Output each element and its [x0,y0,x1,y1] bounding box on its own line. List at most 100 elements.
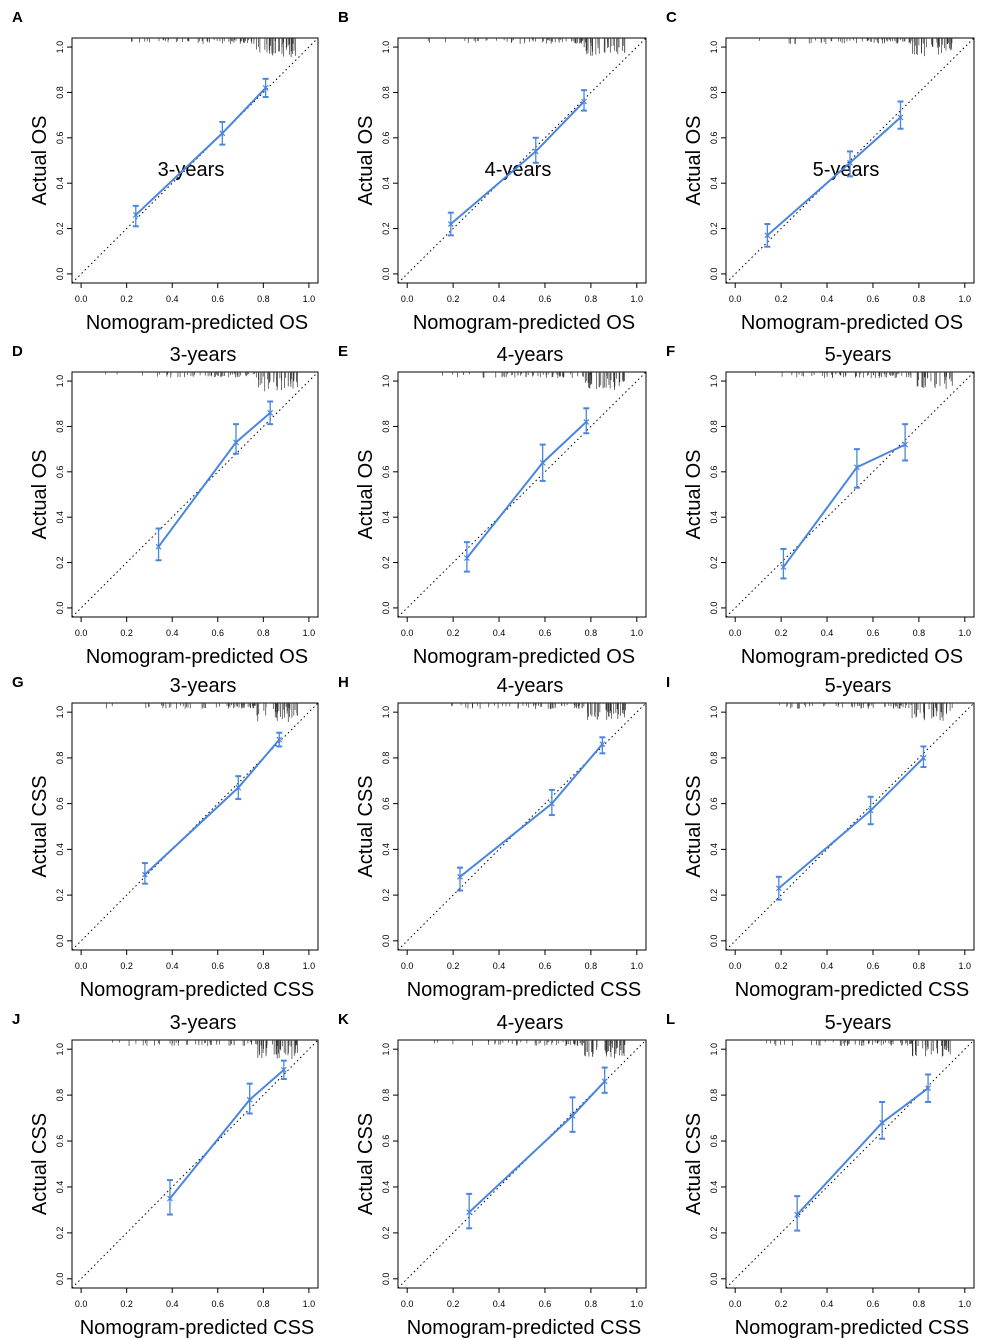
x-tick-label: 1.0 [631,628,644,638]
x-axis-label: Nomogram-predicted OS [413,646,635,668]
y-tick-label: 0.8 [55,420,65,433]
y-axis-label: Actual CSS [683,775,705,877]
data-point [920,754,927,761]
x-tick-label: 0.0 [729,1299,742,1309]
y-tick-label: 0.6 [381,132,391,145]
x-tick-label: 0.8 [913,961,926,971]
chart-title: 4-years [497,1012,564,1034]
series-calibration [457,736,606,892]
x-tick-label: 0.8 [913,294,926,304]
series-calibration [155,400,274,562]
y-tick-label: 0.8 [55,752,65,765]
x-tick-label: 0.6 [539,961,552,971]
panel-letter: J [12,1011,20,1028]
panel-letter: L [666,1011,675,1028]
x-tick-label: 0.6 [867,294,880,304]
data-point [463,555,470,561]
chart-title: 3-years [170,1012,237,1034]
panel-letter: D [12,343,23,360]
rug-marks [755,372,953,389]
chart-title: 4-years [497,344,564,366]
y-tick-label: 0.0 [709,602,719,615]
series-calibration [132,77,269,228]
x-axis-label: Nomogram-predicted OS [86,312,308,334]
y-tick-label: 0.4 [55,1181,65,1194]
data-point [599,741,606,748]
data-point [167,1195,173,1202]
y-tick-label: 1.0 [55,1043,65,1056]
x-tick-label: 0.8 [585,961,598,971]
y-tick-label: 1.0 [381,375,391,388]
y-tick-label: 0.2 [55,222,65,235]
y-tick-label: 0.8 [381,1089,391,1102]
panel-a: A 0.0 0.2 0.4 0.6 0.8 1.0 0.0 0.2 0.4 0.6 0.8 1.0 Nom… [12,9,319,334]
y-tick-label: 0.4 [709,177,719,190]
x-tick-label: 0.8 [257,1299,270,1309]
y-tick-label: 0.2 [381,222,391,235]
data-point [775,885,782,892]
plot-frame [71,37,319,284]
y-tick-label: 0.0 [381,268,391,281]
panel-d: D 0.0 0.2 0.4 0.6 0.8 1.0 0.0 0.2 0.4 0.6 0.8 1.0 Nom… [12,343,319,668]
ideal-diagonal [71,371,319,618]
y-axis-label: Actual OS [29,449,51,539]
data-point [267,409,274,416]
series-calibration [780,423,909,580]
x-tick-label: 0.8 [585,294,598,304]
chart-title: 4-years [485,159,552,181]
calibration-line [782,443,906,568]
data-point [539,459,546,466]
ideal-diagonal [71,702,319,951]
data-point [262,84,269,91]
y-axis-label: Actual CSS [29,775,51,877]
x-tick-label: 0.0 [401,1299,414,1309]
x-axis-label: Nomogram-predicted CSS [735,979,970,1001]
x-tick-label: 1.0 [303,628,316,638]
rug-marks [427,38,626,56]
plot-frame [725,1039,975,1289]
x-tick-label: 0.2 [775,294,788,304]
y-tick-label: 1.0 [709,375,719,388]
y-tick-label: 1.0 [381,41,391,54]
panel-b: B 0.0 0.2 0.4 0.6 0.8 1.0 0.0 0.2 0.4 0.6 0.8 1.0 Nom… [338,9,647,334]
data-point [601,1078,608,1085]
y-tick-label: 0.0 [55,1273,65,1286]
y-tick-label: 0.2 [709,556,719,569]
rug-marks [451,703,626,720]
x-tick-label: 0.0 [75,294,88,304]
x-tick-label: 0.6 [212,294,225,304]
panel-l: L 0.0 0.2 0.4 0.6 0.8 1.0 0.0 0.2 0.4 0.6 0.8 1.0 Nom… [666,1011,975,1339]
y-tick-label: 0.8 [55,1089,65,1102]
panel-i: I 0.0 0.2 0.4 0.6 0.8 1.0 0.0 0.2 0.4 0.6 0.8 1.0 Nom… [666,674,975,1001]
x-tick-label: 0.2 [775,961,788,971]
ideal-diagonal [397,371,647,618]
x-tick-label: 0.6 [539,1299,552,1309]
plot-frame [71,1039,319,1289]
x-tick-label: 1.0 [303,294,316,304]
y-tick-label: 0.8 [709,420,719,433]
calibration-line [169,1069,285,1200]
x-axis-label: Nomogram-predicted OS [413,312,635,334]
panel-j: J 0.0 0.2 0.4 0.6 0.8 1.0 0.0 0.2 0.4 0.6 0.8 1.0 Nom… [12,1011,319,1339]
y-tick-label: 0.8 [709,86,719,99]
panel-h: H 0.0 0.2 0.4 0.6 0.8 1.0 0.0 0.2 0.4 0.6 0.8 1.0 Nom… [338,674,647,1001]
x-axis-label: Nomogram-predicted CSS [407,1317,642,1339]
data-point [280,1066,287,1073]
data-point [141,871,148,878]
x-tick-label: 0.6 [867,628,880,638]
y-tick-label: 0.4 [55,511,65,524]
plot-frame [725,702,975,951]
x-tick-label: 0.4 [493,1299,506,1309]
panel-letter: F [666,343,675,360]
data-point [583,418,590,425]
y-tick-label: 0.8 [709,1089,719,1102]
y-axis-label: Actual CSS [355,775,377,877]
y-axis-label: Actual OS [355,449,377,539]
x-tick-label: 0.8 [257,628,270,638]
data-point [132,212,139,218]
rug-marks [779,703,953,721]
x-tick-label: 0.0 [729,628,742,638]
x-axis-label: Nomogram-predicted OS [86,646,308,668]
y-tick-label: 0.0 [381,1273,391,1286]
